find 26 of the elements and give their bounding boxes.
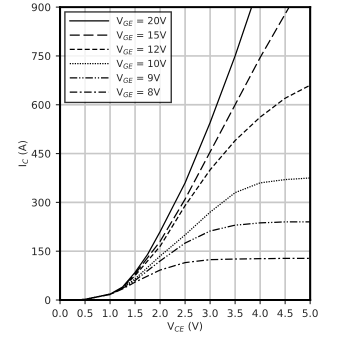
legend-label: V$_{GE}$ = 9V — [116, 74, 160, 83]
y-tick-label: 150 — [32, 247, 50, 256]
y-tick-label: 750 — [32, 52, 50, 60]
legend-label: V$_{GE}$ = 8V — [116, 88, 160, 98]
x-tick-label: 1.0 — [102, 309, 118, 318]
legend-label: V$_{GE}$ = 15V — [116, 31, 166, 40]
legend-label: V$_{GE}$ = 10V — [116, 60, 166, 69]
x-tick-label: 5.0 — [302, 309, 318, 318]
legend-label: V$_{GE}$ = 20V — [116, 16, 166, 26]
x-tick-label: 0.0 — [52, 309, 68, 318]
x-tick-label: 3.0 — [202, 309, 218, 318]
x-tick-label: 4.5 — [277, 309, 293, 318]
legend-label: V$_{GE}$ = 12V — [116, 45, 166, 54]
x-tick-label: 0.5 — [77, 309, 92, 318]
y-tick-label: 600 — [32, 100, 50, 109]
x-tick-label: 2.0 — [152, 309, 168, 318]
x-tick-label: 4.0 — [252, 309, 268, 318]
y-tick-label: 450 — [32, 150, 50, 158]
x-axis-title: V$_{CE}$ (V) — [167, 322, 202, 332]
y-axis-title: I$_{C}$ (A) — [18, 140, 28, 166]
y-tick-label: 0 — [45, 296, 50, 304]
x-tick-label: 2.5 — [178, 309, 192, 318]
x-tick-label: 3.5 — [228, 309, 242, 318]
x-tick-label: 1.5 — [128, 309, 142, 318]
y-tick-label: 300 — [32, 198, 50, 206]
y-tick-label: 900 — [32, 3, 50, 12]
